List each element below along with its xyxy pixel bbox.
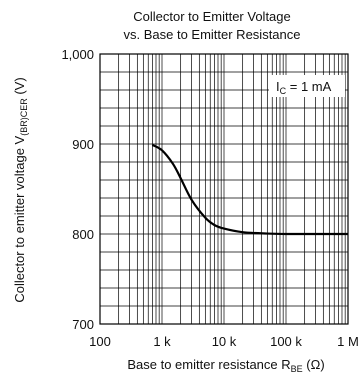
x-tick-label: 1 k <box>153 334 171 349</box>
x-tick-label: 1 M <box>337 334 359 349</box>
y-axis-label: Collector to emitter voltage V(BR)CER (V… <box>12 77 29 302</box>
tick-labels: 100 1 k 10 k 100 k 1 M 700 800 900 1,000 <box>61 47 358 349</box>
y-tick-label: 800 <box>72 227 94 242</box>
y-tick-label: 1,000 <box>61 47 94 62</box>
x-tick-label: 10 k <box>212 334 237 349</box>
annotation-label: IC = 1 mA <box>276 79 332 96</box>
x-axis-label: Base to emitter resistance RBE (Ω) <box>127 357 324 374</box>
y-tick-label: 700 <box>72 317 94 332</box>
chart-title-line1: Collector to Emitter Voltage <box>133 9 291 24</box>
x-tick-label: 100 k <box>270 334 302 349</box>
grid <box>100 54 348 324</box>
y-tick-label: 900 <box>72 137 94 152</box>
x-tick-label: 100 <box>89 334 111 349</box>
series-line <box>151 143 348 236</box>
plot-frame <box>99 53 349 325</box>
annotation-box <box>269 75 345 97</box>
chart-title-line2: vs. Base to Emitter Resistance <box>123 27 300 42</box>
